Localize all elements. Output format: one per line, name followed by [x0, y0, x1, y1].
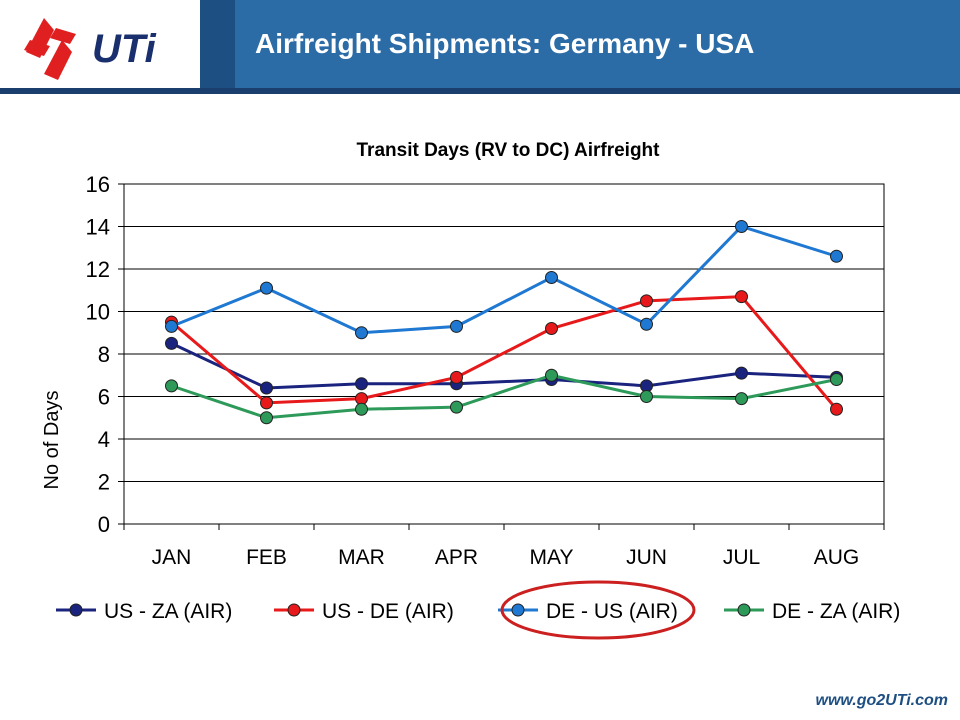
data-point	[735, 290, 748, 304]
legend-label: DE - US (AIR)	[546, 600, 678, 623]
y-tick-label: 4	[98, 427, 110, 452]
footer-url[interactable]: www.go2UTi.com	[815, 692, 948, 709]
legend-item: DE - US (AIR)	[498, 600, 678, 623]
y-tick-label: 6	[98, 385, 110, 410]
data-point	[165, 379, 178, 393]
series-line	[170, 342, 837, 390]
data-point	[260, 411, 273, 425]
legend-marker	[511, 603, 525, 617]
x-tick-label: FEB	[246, 546, 287, 569]
data-point	[545, 271, 558, 284]
header-accent	[200, 0, 232, 88]
uti-logo-mark: UTi	[24, 18, 157, 80]
series-line	[170, 295, 838, 411]
y-tick-label: 16	[86, 172, 110, 197]
y-tick-label: 14	[86, 215, 110, 240]
legend: US - ZA (AIR) US - DE (AIR) DE - US (AIR) D…	[56, 580, 900, 640]
series-line	[170, 224, 837, 335]
data-point	[165, 336, 178, 350]
legend-marker	[737, 603, 751, 617]
data-point	[640, 390, 653, 403]
gridlines	[124, 183, 884, 482]
tick-labels: 0 2 4 6 8 10 12 14 16 JAN FEB MAR APR MAY JUN JUL AUG	[86, 172, 860, 569]
data-point	[735, 220, 748, 233]
header-rule	[0, 88, 960, 94]
series-de-za-air	[165, 368, 843, 425]
legend-label: US - ZA (AIR)	[104, 600, 232, 623]
legend-item: US - DE (AIR)	[274, 600, 454, 623]
data-point	[640, 294, 653, 308]
x-tick-label: MAY	[530, 546, 574, 569]
y-axis-label: No of Days	[41, 391, 63, 490]
x-tick-label: MAR	[338, 546, 385, 569]
series-us-de-air	[165, 290, 843, 416]
legend-item: US - ZA (AIR)	[56, 600, 232, 623]
title-bar: Airfreight Shipments: Germany - USA	[232, 0, 960, 88]
axes	[118, 183, 885, 530]
legend-label: US - DE (AIR)	[322, 600, 454, 623]
x-tick-label: AUG	[814, 546, 860, 569]
data-point	[260, 281, 273, 295]
data-point	[830, 402, 843, 416]
y-tick-label: 10	[86, 300, 110, 325]
data-point	[640, 317, 653, 331]
legend-item: DE - ZA (AIR)	[724, 600, 900, 623]
series-de-us-air	[165, 220, 843, 340]
x-tick-label: JUN	[626, 546, 667, 569]
y-tick-label: 0	[98, 512, 110, 537]
data-point	[450, 370, 463, 384]
data-point	[735, 366, 748, 380]
header: UTi Airfreight Shipments: Germany - USA	[0, 0, 960, 96]
data-point	[450, 400, 463, 414]
series-us-za-air	[165, 336, 843, 395]
data-point	[545, 368, 558, 382]
data-point	[830, 249, 843, 263]
data-point	[355, 326, 368, 340]
data-point	[735, 392, 748, 406]
data-point	[355, 377, 368, 391]
data-point	[165, 319, 178, 333]
y-tick-label: 2	[98, 470, 110, 495]
series-line	[171, 373, 837, 420]
chart-title: Transit Days (RV to DC) Airfreight	[357, 140, 661, 161]
legend-label: DE - ZA (AIR)	[772, 600, 900, 623]
legend-marker	[69, 603, 83, 617]
data-point	[545, 322, 558, 335]
y-tick-label: 12	[86, 257, 110, 282]
logo-arrows-icon	[24, 18, 76, 80]
data-point	[830, 373, 843, 386]
data-point	[260, 396, 273, 410]
logo: UTi	[0, 0, 200, 88]
data-point	[260, 381, 273, 395]
logo-text: UTi	[92, 27, 157, 71]
highlight-ring	[500, 580, 696, 640]
line-chart: Transit Days (RV to DC) Airfreight No of…	[41, 140, 900, 640]
y-tick-label: 8	[98, 342, 110, 367]
x-tick-label: JUL	[723, 546, 760, 569]
data-point	[450, 319, 463, 333]
legend-marker	[287, 603, 301, 617]
x-tick-label: JAN	[152, 546, 192, 569]
page-title: Airfreight Shipments: Germany - USA	[255, 28, 755, 59]
x-tick-label: APR	[435, 546, 478, 569]
series-group	[165, 220, 843, 425]
data-point	[355, 402, 368, 416]
